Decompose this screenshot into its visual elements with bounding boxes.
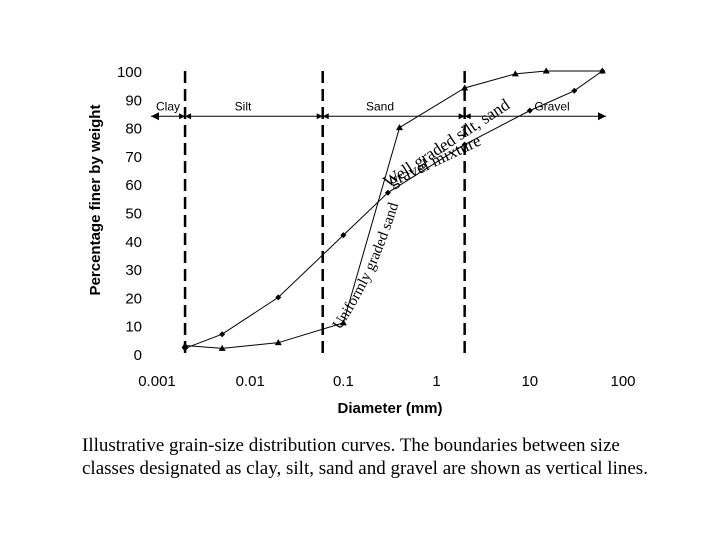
arrowhead-left [151, 112, 159, 121]
x-tick-label: 0.001 [138, 373, 176, 390]
triangle-marker [274, 339, 282, 346]
uniformly-graded-label-path-text: Uniformly graded sand [330, 200, 402, 332]
diamond-marker [340, 232, 347, 239]
arrowhead-boundary [185, 113, 192, 120]
x-tick-label: 10 [521, 373, 538, 390]
arrowhead-boundary [316, 113, 323, 120]
curve-annotations: Well graded silt, sand,gravel mixtureUni… [0, 0, 514, 332]
y-tick-label: 90 [125, 92, 142, 109]
y-tick-label: 80 [125, 121, 142, 138]
y-tick-label: 30 [125, 262, 142, 279]
chart-axes: 0 10 20 30 40 50 60 70 80 90 100 0.001 0.01 0.1 1 10 100 [117, 64, 636, 390]
arrowhead-boundary [322, 113, 329, 120]
size-class-bar: Clay Silt Sand Gravel [151, 99, 606, 121]
y-tick-label: 50 [125, 206, 142, 223]
diamond-marker [275, 294, 282, 301]
y-axis-label: Percentage finer by weight [87, 105, 104, 296]
uniformly-graded-label: Uniformly graded sand [330, 200, 402, 332]
triangle-marker [461, 84, 469, 91]
size-class-label: Clay [156, 99, 180, 113]
arrowhead-boundary [464, 113, 471, 120]
y-tick-label: 60 [125, 177, 142, 194]
y-tick-label: 40 [125, 234, 142, 251]
size-class-label: Silt [235, 99, 252, 113]
x-axis-label: Diameter (mm) [337, 400, 442, 417]
triangle-marker [396, 124, 404, 131]
triangle-marker [511, 70, 519, 77]
x-tick-label: 100 [610, 373, 635, 390]
data-series [181, 67, 606, 352]
diamond-marker [384, 189, 391, 196]
triangle-marker [218, 344, 226, 351]
x-tick-label: 0.1 [333, 373, 354, 390]
diamond-marker [461, 141, 468, 148]
triangle-marker [598, 67, 606, 74]
y-tick-label: 10 [125, 319, 142, 336]
class-boundaries [183, 71, 466, 354]
triangle-marker [542, 67, 550, 74]
x-tick-label: 0.01 [236, 373, 265, 390]
arrowhead-boundary [458, 113, 465, 120]
arrowhead-right [598, 112, 606, 121]
size-class-label: Gravel [534, 99, 569, 113]
diamond-marker [571, 87, 578, 94]
triangle-marker [181, 342, 189, 349]
grain-size-chart: 0 10 20 30 40 50 60 70 80 90 100 0.001 0.01 0.1 1 10 100… [0, 0, 636, 417]
x-tick-label: 1 [432, 373, 440, 390]
diamond-marker [219, 331, 226, 338]
figure-caption: Illustrative grain-size distribution cur… [82, 435, 648, 479]
triangle-marker [339, 319, 347, 326]
series-2 [181, 67, 606, 351]
y-tick-label: 0 [134, 347, 142, 364]
y-tick-label: 100 [117, 64, 142, 81]
diamond-marker [526, 107, 533, 114]
arrowhead-boundary [179, 113, 186, 120]
y-tick-label: 20 [125, 290, 142, 307]
size-class-label: Sand [366, 99, 394, 113]
y-tick-label: 70 [125, 149, 142, 166]
